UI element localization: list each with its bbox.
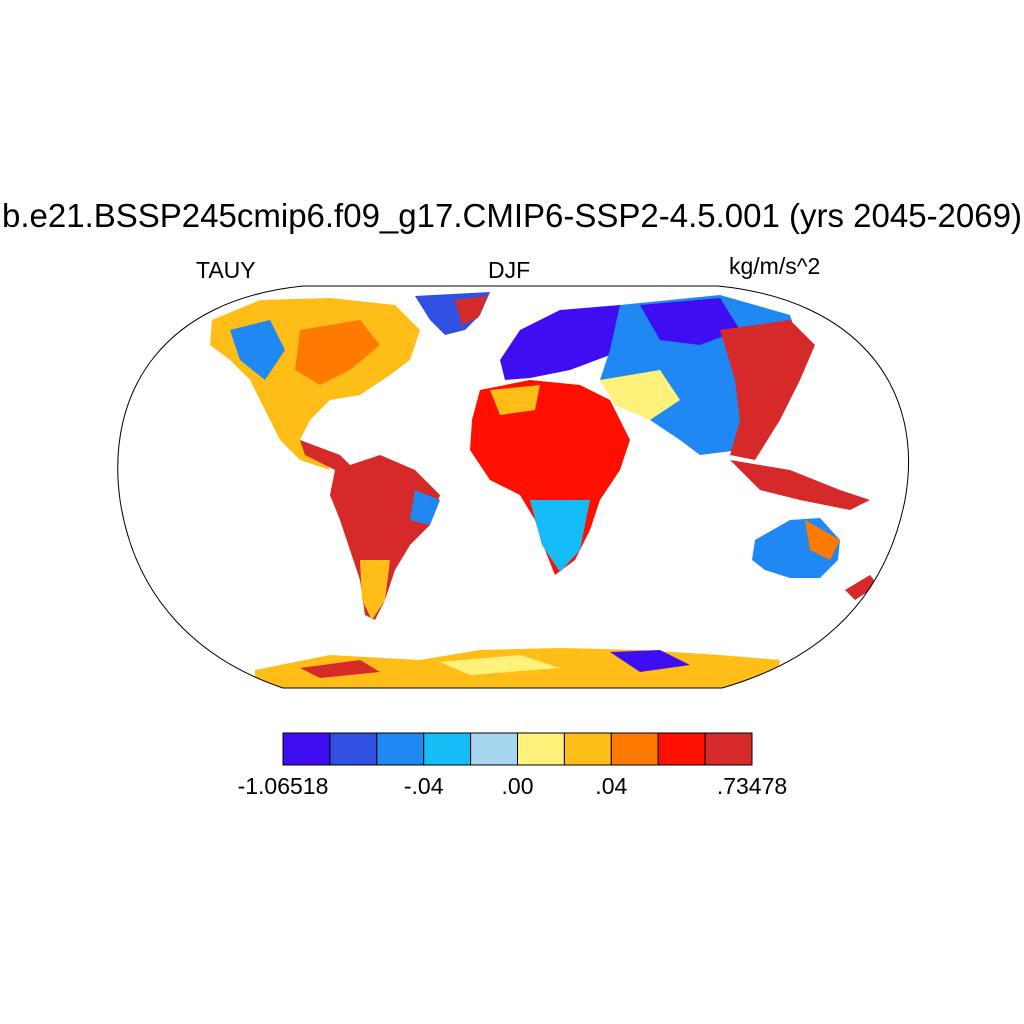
africa-south bbox=[530, 500, 590, 572]
colorbar-swatch bbox=[329, 732, 378, 766]
australia-east bbox=[805, 520, 840, 560]
colorbar-swatch bbox=[376, 732, 425, 766]
south-america-east bbox=[410, 490, 440, 525]
africa-north bbox=[490, 385, 540, 415]
colorbar-tick-label: .04 bbox=[595, 773, 628, 799]
greenland-edge bbox=[455, 296, 488, 325]
plot-title: b.e21.BSSP245cmip6.f09_g17.CMIP6-SSP2-4.… bbox=[2, 197, 1022, 234]
colorbar-tick-label: -.04 bbox=[403, 773, 444, 799]
south-america bbox=[330, 455, 440, 620]
colorbar-swatch bbox=[563, 732, 612, 766]
north-america-core bbox=[295, 320, 380, 385]
antarctica-red bbox=[300, 660, 380, 678]
north-america bbox=[210, 298, 420, 470]
southeast-asia bbox=[730, 460, 870, 510]
colorbar-swatch bbox=[704, 732, 753, 766]
new-zealand bbox=[845, 575, 878, 600]
east-asia bbox=[720, 320, 815, 460]
variable-label: TAUY bbox=[196, 257, 256, 283]
colorbar-swatch bbox=[282, 732, 331, 766]
colorbar-swatch bbox=[657, 732, 706, 766]
antarctica-yellow bbox=[440, 655, 560, 675]
asia-middle bbox=[600, 370, 680, 420]
africa bbox=[470, 380, 630, 575]
colorbar-swatch bbox=[610, 732, 659, 766]
central-america bbox=[300, 440, 355, 475]
colorbar bbox=[282, 732, 753, 766]
land-layer bbox=[210, 292, 878, 688]
colorbar-tick-label: .00 bbox=[501, 773, 534, 799]
colorbar-swatch bbox=[517, 732, 565, 766]
colorbar-tick-label: .73478 bbox=[716, 773, 788, 799]
colorbar-swatch bbox=[470, 732, 519, 766]
asia-north bbox=[640, 298, 740, 345]
units-label: kg/m/s^2 bbox=[729, 253, 821, 279]
season-label: DJF bbox=[488, 257, 531, 283]
colorbar-tick-label: -1.06518 bbox=[237, 773, 329, 799]
south-america-south bbox=[360, 560, 390, 620]
colorbar-swatch bbox=[423, 732, 472, 766]
north-america-west bbox=[230, 320, 285, 380]
globe-outline bbox=[117, 285, 909, 689]
antarctica-blue bbox=[610, 650, 690, 672]
